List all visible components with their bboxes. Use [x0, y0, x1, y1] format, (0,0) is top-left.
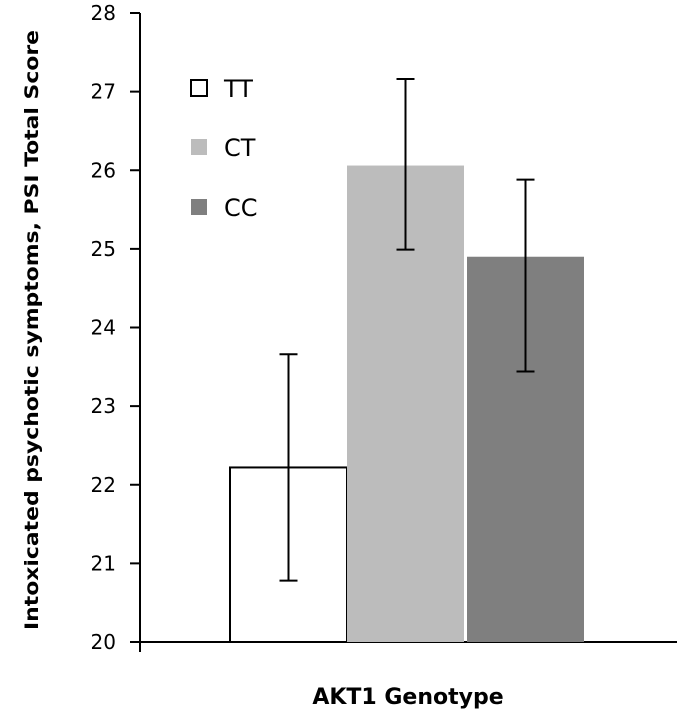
error-bar-tt	[279, 353, 298, 582]
legend-label-ct: CT	[224, 134, 256, 162]
y-tick-label: 23	[91, 394, 116, 418]
bars	[229, 165, 584, 644]
error-bars	[279, 78, 535, 582]
y-tick-label: 26	[91, 158, 116, 182]
legend-swatch-cc	[191, 199, 207, 215]
y-ticks: 20 21 22 23 24 25 26 27 28	[91, 1, 140, 654]
y-tick-label: 24	[91, 316, 116, 340]
legend-label-cc: CC	[224, 194, 258, 222]
y-tick-label: 25	[91, 237, 116, 261]
error-bar-cc	[516, 178, 535, 373]
y-tick-label: 20	[91, 630, 116, 654]
legend-swatch-ct	[191, 139, 207, 155]
y-tick-label: 21	[91, 551, 116, 575]
y-tick-label: 28	[91, 1, 116, 25]
error-bar-ct	[396, 78, 415, 251]
legend-swatch-tt	[190, 79, 208, 97]
x-axis-label: AKT1 Genotype	[312, 685, 503, 710]
legend-label-tt: TT	[223, 75, 253, 103]
y-tick-label: 22	[91, 473, 116, 497]
y-axis-label: Intoxicated psychotic symptoms, PSI Tota…	[21, 30, 43, 630]
legend: TT CT CC	[190, 75, 258, 222]
y-tick-label: 27	[91, 80, 116, 104]
